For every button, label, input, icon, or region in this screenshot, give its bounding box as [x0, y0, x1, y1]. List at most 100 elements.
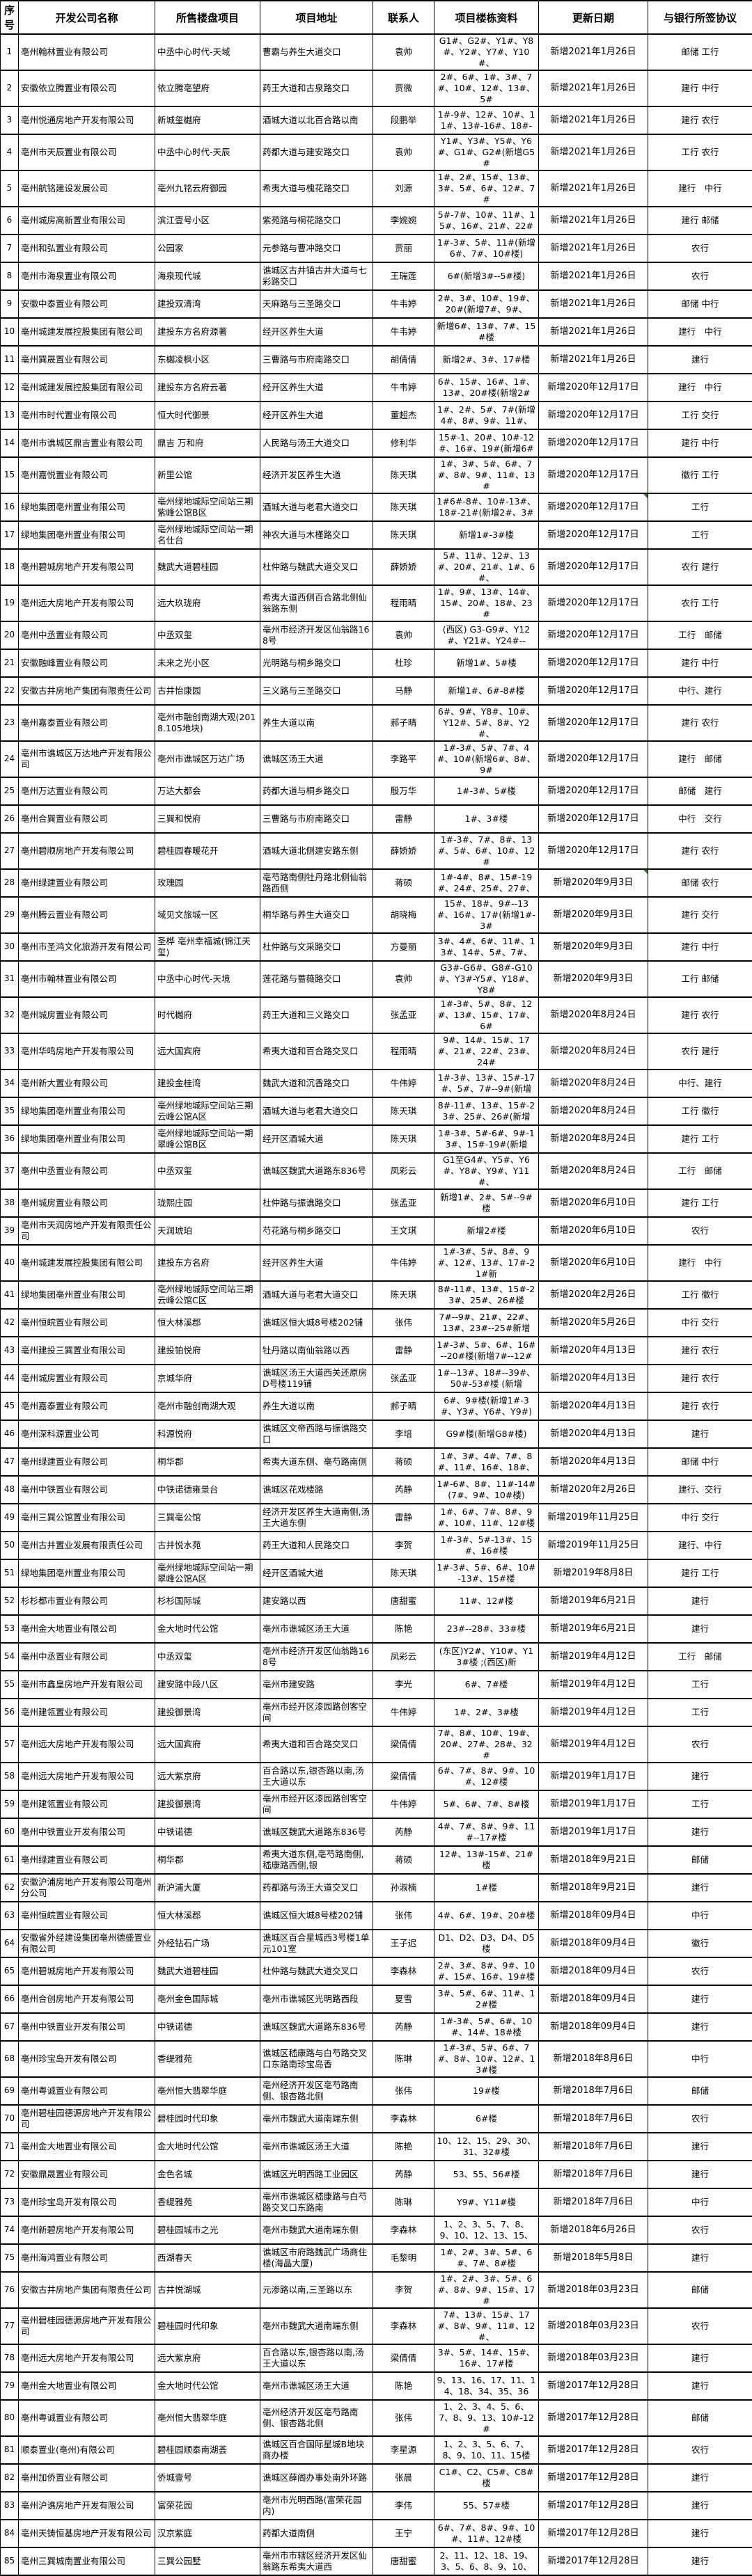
cell-buildings: 5#-7#、10#、11#、15#、16#、21#、22# — [434, 207, 539, 234]
cell-address: 谯城区嵇康路与白芍路交叉口东路南珍宝岛香 — [260, 2041, 373, 2077]
cell-date: 新增2021年1月26日 — [539, 318, 648, 346]
cell-company: 安徽鼎晟置业有限公司 — [19, 2161, 155, 2188]
cell-project: 金大地时代公馆 — [155, 1615, 260, 1643]
cell-no: 37 — [1, 1153, 19, 1189]
cell-buildings: 新增1#、6#-8#楼 — [434, 677, 539, 705]
cell-banks: 建行 — [648, 2547, 752, 2575]
cell-buildings: 7#、13#、15#、17#、8#、9#、11#、12#、 — [434, 2308, 539, 2344]
cell-contact: 张晨 — [373, 2464, 434, 2492]
cell-buildings: 新增2#、3#、17#楼 — [434, 346, 539, 374]
cell-banks: 农行 — [648, 1957, 752, 1985]
cell-buildings: 6#(新增3#--5#楼) — [434, 262, 539, 290]
cell-date: 新增2020年9月3日 — [539, 961, 648, 997]
cell-company: 亳州市翰林置业有限公司 — [19, 961, 155, 997]
cell-company: 亳州嘉泰置业有限公司 — [19, 1392, 155, 1420]
cell-contact: 贾丽 — [373, 234, 434, 262]
cell-address: 谯城区花戏楼路 — [260, 1476, 373, 1504]
cell-banks: 建行 — [648, 2133, 752, 2161]
cell-date: 新增2020年8月24日 — [539, 997, 648, 1033]
cell-address: 谯城区百合国际星城B地块商办楼 — [260, 2436, 373, 2464]
cell-company: 亳州市圣鸿文化旅游开发有限公司 — [19, 933, 155, 961]
cell-project: 古井怡康园 — [155, 677, 260, 705]
cell-address: 药王大道和三义路交口 — [260, 997, 373, 1033]
cell-address: 酒城大道以北百合路以南 — [260, 106, 373, 134]
cell-buildings: 6#、7#楼 — [434, 1671, 539, 1699]
cell-date: 新增2020年4月13日 — [539, 1392, 648, 1420]
cell-company: 亳州巽晟置业有限公司 — [19, 346, 155, 374]
cell-company: 亳州深科源置业公司 — [19, 1420, 155, 1448]
cell-company: 亳州城建发展控股集团有限公司 — [19, 374, 155, 401]
cell-banks: 工行 农行 — [648, 134, 752, 170]
cell-project: 亳州绿地城际空间站一期翠峰公馆A区 — [155, 1559, 260, 1587]
cell-company: 亳州中铁置业开发有限公司 — [19, 2013, 155, 2041]
cell-banks: 工行 — [648, 493, 752, 521]
cell-address: 谯城区魏武大道路东836号 — [260, 1818, 373, 1846]
cell-address: 养生大道以南 — [260, 1392, 373, 1420]
cell-address: 亳州经济开发区亳芍路南侧、银杏路北侧 — [260, 2400, 373, 2436]
cell-buildings: 1#-3#、5#、11#(新增6#、7#、10#楼) — [434, 234, 539, 262]
column-header-contact: 联系人 — [373, 1, 434, 34]
cell-date: 新增2019年6月21日 — [539, 1587, 648, 1615]
cell-date: 新增2020年12月17日 — [539, 677, 648, 705]
cell-address: 谯城区百合星城西3号楼1单元101室 — [260, 1930, 373, 1957]
cell-no: 56 — [1, 1699, 19, 1726]
cell-buildings: 新增1#、2#、5#--9#楼 — [434, 1189, 539, 1217]
cell-buildings: Y9#、Y11#楼 — [434, 2188, 539, 2216]
cell-no: 22 — [1, 677, 19, 705]
cell-contact: 李路平 — [373, 741, 434, 777]
cell-address: 酒城大道与老君大道交口 — [260, 493, 373, 521]
cell-company: 亳州市天润房地产开发有限责任公司 — [19, 1217, 155, 1245]
cell-banks: 邮储 农行 — [648, 869, 752, 897]
cell-contact: 陈天琪 — [373, 1097, 434, 1125]
cell-banks: 农行 工行 — [648, 585, 752, 621]
cell-banks: 建行 农行 — [648, 106, 752, 134]
cell-address: 谯城区恒大城8号楼202铺 — [260, 1902, 373, 1930]
cell-buildings: 新增6#、13#、7#、15#楼 — [434, 318, 539, 346]
cell-address: 希夷大道西侧百合路北侧仙翁路东侧 — [260, 585, 373, 621]
cell-buildings: 1#、2#、3#、5#、6#、8#、9#、15#、17# — [434, 2272, 539, 2308]
cell-date: 新增2020年12月17日 — [539, 549, 648, 585]
cell-contact: 张伟 — [373, 1902, 434, 1930]
cell-date: 新增2020年12月17日 — [539, 649, 648, 677]
cell-contact: 李婉婉 — [373, 207, 434, 234]
cell-address: 芍花路与桐乡路交口 — [260, 1217, 373, 1245]
cell-contact: 陈天琪 — [373, 457, 434, 493]
cell-contact: 袁帅 — [373, 961, 434, 997]
cell-banks: 邮储 中行 — [648, 1448, 752, 1476]
cell-buildings: G1至G4#、Y5#、Y6#、Y8#、Y9#、Y11#、 — [434, 1153, 539, 1189]
cell-no: 76 — [1, 2272, 19, 2308]
cell-project: 万达大都会 — [155, 777, 260, 805]
cell-company: 亳州恒皖置业有限公司 — [19, 1902, 155, 1930]
cell-project: 香缇雅苑 — [155, 2041, 260, 2077]
cell-company: 安徽古井房地产集团有限责任公司 — [19, 2272, 155, 2308]
cell-company: 亳州沪谯房地产开发有限公司 — [19, 2492, 155, 2520]
cell-date: 新增2020年12月17日 — [539, 374, 648, 401]
cell-project: 富荣花园 — [155, 2492, 260, 2520]
cell-banks: 建行 中行 — [648, 649, 752, 677]
cell-date: 新增2019年6月21日 — [539, 1615, 648, 1643]
cell-no: 21 — [1, 649, 19, 677]
cell-buildings: 5#、11#、12#、13#、20#、21#、1#、6#、 — [434, 549, 539, 585]
cell-no: 41 — [1, 1281, 19, 1309]
cell-banks: 建行 农行 — [648, 1365, 752, 1392]
cell-no: 9 — [1, 290, 19, 318]
cell-date: 新增2020年4月13日 — [539, 1420, 648, 1448]
